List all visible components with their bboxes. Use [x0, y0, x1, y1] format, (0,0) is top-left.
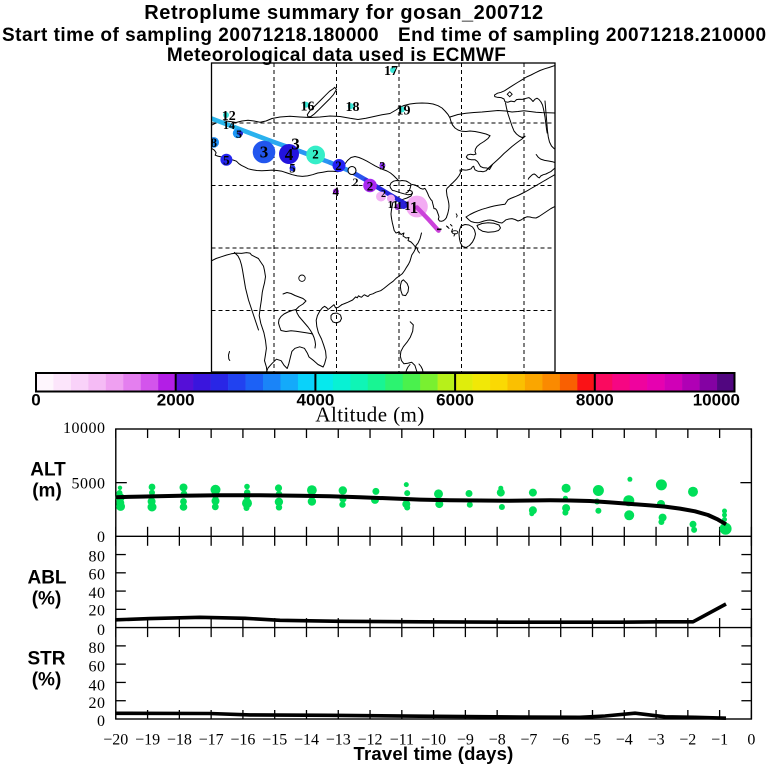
svg-text:Meteorological data used is EC: Meteorological data used is ECMWF [167, 45, 506, 66]
svg-text:5: 5 [289, 161, 296, 176]
svg-text:3: 3 [260, 143, 269, 162]
svg-text:−15: −15 [262, 732, 287, 749]
svg-text:−18: −18 [167, 732, 192, 749]
svg-text:2000: 2000 [157, 391, 195, 410]
svg-text:0: 0 [97, 713, 106, 730]
svg-text:−10: −10 [421, 732, 446, 749]
svg-text:−1: −1 [711, 732, 728, 749]
svg-text:End time of sampling 20071218.: End time of sampling 20071218.210000 [398, 25, 767, 46]
svg-text:−6: −6 [552, 732, 569, 749]
svg-text:−16: −16 [230, 732, 255, 749]
svg-text:0: 0 [97, 622, 106, 639]
svg-text:1: 1 [397, 200, 403, 212]
svg-text:−13: −13 [326, 732, 351, 749]
svg-text:−12: −12 [357, 732, 382, 749]
svg-text:18: 18 [346, 100, 360, 115]
svg-text:60: 60 [89, 659, 106, 676]
svg-text:2: 2 [367, 179, 374, 194]
svg-text:−17: −17 [199, 732, 224, 749]
svg-text:8: 8 [210, 135, 217, 150]
svg-text:6000: 6000 [436, 391, 474, 410]
svg-text:20: 20 [89, 695, 106, 712]
svg-text:−20: −20 [103, 732, 128, 749]
svg-text:STR: STR [28, 649, 66, 670]
svg-text:40: 40 [89, 677, 106, 694]
svg-text:−19: −19 [135, 732, 160, 749]
svg-text:−5: −5 [584, 732, 601, 749]
svg-text:−4: −4 [616, 732, 633, 749]
svg-text:5: 5 [236, 127, 242, 141]
svg-text:3: 3 [291, 135, 300, 154]
svg-text:ABL: ABL [27, 568, 66, 589]
svg-text:40: 40 [89, 585, 106, 602]
svg-text:17: 17 [384, 64, 398, 79]
svg-text:5000: 5000 [72, 475, 106, 492]
svg-text:10000: 10000 [63, 420, 106, 437]
svg-text:20: 20 [89, 603, 106, 620]
svg-text:16: 16 [301, 99, 315, 114]
svg-text:5: 5 [223, 153, 230, 168]
svg-text:1: 1 [404, 198, 411, 213]
svg-text:11: 11 [388, 199, 398, 211]
svg-text:Start time of sampling 2007121: Start time of sampling 20071218.180000 [2, 25, 379, 46]
svg-text:10000: 10000 [693, 391, 740, 410]
svg-text:−3: −3 [648, 732, 665, 749]
svg-text:4000: 4000 [296, 391, 334, 410]
svg-text:80: 80 [89, 640, 106, 657]
svg-text:−14: −14 [294, 732, 319, 749]
svg-text:−9: −9 [457, 732, 474, 749]
svg-text:0: 0 [97, 529, 106, 546]
svg-text:(%): (%) [32, 670, 62, 691]
svg-text:12: 12 [222, 109, 236, 124]
svg-text:0: 0 [31, 391, 40, 410]
svg-text:Travel time (days): Travel time (days) [354, 743, 514, 764]
svg-text:2: 2 [381, 189, 386, 200]
svg-text:(m): (m) [32, 481, 62, 502]
svg-text:0: 0 [747, 732, 755, 749]
svg-text:−2: −2 [679, 732, 696, 749]
svg-text:14: 14 [223, 118, 235, 132]
svg-text:−8: −8 [489, 732, 506, 749]
svg-text:60: 60 [89, 567, 106, 584]
svg-text:−7: −7 [520, 732, 537, 749]
svg-text:3: 3 [379, 159, 385, 173]
svg-text:Altitude (m): Altitude (m) [315, 403, 424, 427]
svg-text:19: 19 [397, 103, 411, 118]
svg-text:−11: −11 [390, 732, 414, 749]
svg-text:80: 80 [89, 548, 106, 565]
svg-text:Retroplume summary for gosan_2: Retroplume summary for gosan_200712 [144, 2, 543, 24]
svg-text:ALT: ALT [30, 460, 66, 481]
svg-text:4: 4 [333, 184, 340, 199]
svg-text:2: 2 [353, 175, 359, 189]
svg-text:2: 2 [335, 158, 342, 173]
svg-text:2: 2 [312, 147, 319, 162]
svg-text:1: 1 [410, 198, 419, 217]
svg-text:8000: 8000 [576, 391, 614, 410]
svg-text:(%): (%) [32, 589, 62, 610]
svg-text:4: 4 [285, 145, 294, 164]
